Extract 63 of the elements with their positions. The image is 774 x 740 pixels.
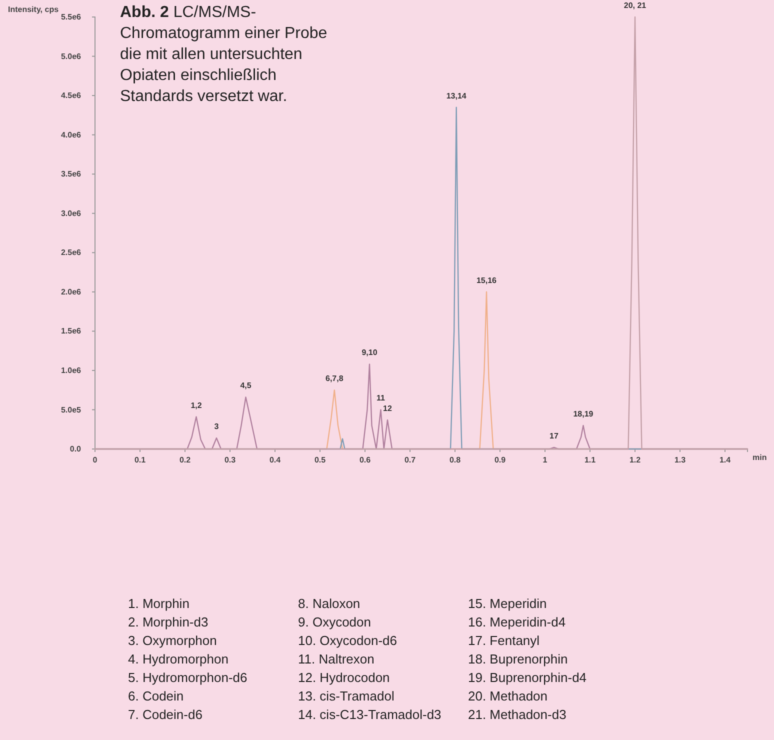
annotation: 12	[383, 404, 392, 413]
annotation: 15,16	[476, 276, 498, 285]
annotation: 13,14	[446, 91, 467, 100]
y-tick-label: 0.0	[70, 444, 82, 454]
text: 8. Naloxon	[298, 596, 360, 611]
y-tick-label: 4.5e6	[60, 91, 82, 100]
annotation: 17	[550, 431, 559, 440]
y-axis-title: Intensity, cps	[8, 5, 60, 14]
y-tick-label: 5.0e6	[60, 52, 82, 61]
y-tick-label: 4.0e6	[60, 130, 82, 140]
annotation: 11	[376, 394, 386, 403]
y-tick-label: 5.0e5	[60, 405, 82, 414]
text: 17. Fentanyl	[468, 633, 540, 648]
y-tick-label: 3.0e6	[60, 208, 82, 218]
y-tick-label: 2.5e6	[60, 248, 82, 258]
x-tick-label: 0.2	[179, 456, 192, 465]
text: 20. Methadon	[468, 688, 548, 704]
text: 6. Codein	[128, 688, 184, 704]
x-tick-label: 0.3	[224, 456, 236, 465]
x-tick-label: 1.2	[629, 456, 642, 465]
annotation: 6,7,8	[326, 374, 344, 384]
annotation: 18,19	[573, 409, 594, 418]
text: 14. cis-C13-Tramadol-d3	[298, 707, 442, 722]
x-axis-title: min	[752, 453, 767, 462]
x-tick-label: 0.7	[404, 456, 416, 465]
text: 10. Oxycodon-d6	[298, 633, 398, 648]
text: Abb. 2 LC/MS/MS-Chromatogramm einer Probe die mit allen untersuchten Opiaten einschließlich Standards versetzt war.	[120, 4, 328, 105]
y-tick-label: 2.0e6	[60, 287, 82, 296]
text: 15. Meperidin	[468, 596, 547, 611]
x-tick-label: 0.8	[449, 456, 462, 465]
x-tick-label: 0.1	[134, 456, 146, 465]
text: 7. Codein-d6	[128, 707, 202, 722]
text: 1. Morphin	[128, 596, 190, 611]
annotation: 20, 21	[624, 1, 647, 10]
text: 4. Hydromorphon	[128, 652, 228, 666]
y-tick-label: 1.5e6	[60, 326, 82, 336]
x-tick-label: 0.6	[359, 456, 372, 465]
text: 5. Hydromorphon-d6	[128, 670, 248, 685]
text: 9. Oxycodon	[298, 614, 371, 630]
x-tick-label: 1.3	[674, 456, 686, 465]
text: 3. Oxymorphon	[128, 633, 217, 648]
text: 13. cis-Tramadol	[298, 688, 394, 704]
text: 21. Methadon-d3	[468, 707, 566, 722]
annotation: 9,10	[362, 348, 378, 358]
text: 16. Meperidin-d4	[468, 614, 566, 630]
y-tick-label: 5.5e6	[60, 12, 82, 22]
y-tick-label: 3.5e6	[60, 170, 82, 179]
x-tick-label: 0.9	[494, 456, 506, 465]
x-tick-label: 0.4	[269, 456, 282, 465]
x-tick-label: 0	[92, 456, 98, 465]
annotation: 4,5	[240, 381, 252, 390]
text: 2. Morphin-d3	[128, 614, 208, 630]
x-tick-label: 1.1	[584, 456, 596, 465]
text: 18. Buprenorphin	[468, 652, 568, 666]
x-tick-label: 1	[542, 456, 548, 465]
text: 11. Naltrexon	[298, 652, 374, 666]
text: 19. Buprenorphin-d4	[468, 670, 587, 685]
x-tick-label: 0.5	[314, 456, 326, 465]
annotation: 1,2	[190, 400, 202, 410]
y-tick-label: 1.0e6	[60, 366, 82, 376]
x-tick-label: 1.4	[719, 456, 732, 465]
text: 12. Hydrocodon	[298, 670, 390, 685]
annotation: 3	[214, 422, 220, 432]
